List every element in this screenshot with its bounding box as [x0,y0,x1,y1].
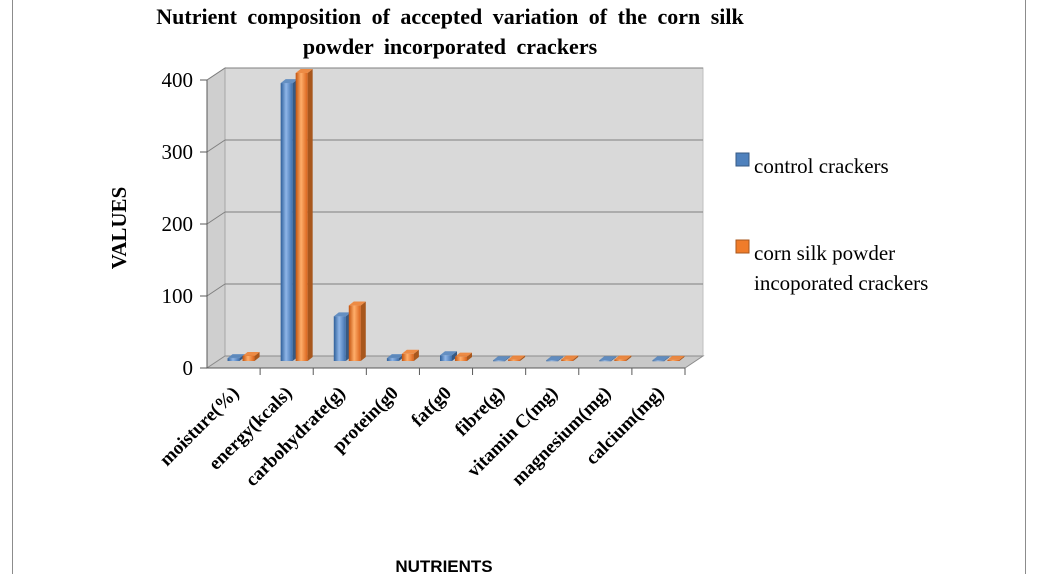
bar-side [558,356,564,361]
bar-corn-silk-8 [667,355,685,361]
bar-top [455,352,472,357]
bar-front [280,83,293,361]
y-tick-label: 300 [162,140,194,164]
gridline-side [206,67,226,81]
bar-top [508,355,526,360]
x-category-label: fat(g0 [407,383,455,431]
bar-side [520,355,526,361]
bar-front [348,305,361,361]
bar-top [667,355,685,360]
bar-corn-silk-5 [508,355,526,361]
bar-side [360,301,366,361]
bar-top [440,351,457,356]
bar-corn-silk-2 [348,301,366,361]
bar-side [452,351,457,361]
bar-side [254,351,260,361]
bar-front [386,358,399,361]
bar-front [493,360,506,362]
bar-top [652,356,670,361]
bar-control-6 [546,356,564,362]
bar-control-5 [493,356,511,362]
chart-title: Nutrient composition of accepted variati… [70,2,830,62]
bar-front [401,353,414,361]
x-axis-label: NUTRIENTS [395,557,492,576]
legend-swatch-0 [735,152,750,167]
bar-top [242,351,260,356]
bar-control-8 [652,356,670,362]
y-tick-label: 400 [162,68,194,92]
gridline-side [206,139,226,153]
bar-front [652,360,665,362]
bar-control-4 [440,351,457,361]
bar-front [667,359,680,361]
bar-front [614,359,627,361]
chart-title-line-1: Nutrient composition of accepted variati… [156,4,744,29]
bar-top [546,356,564,361]
chart-frame [12,0,1026,574]
gridline-side [206,283,226,297]
bar-front [561,359,574,361]
bar-corn-silk-0 [242,351,260,361]
y-axis-ticks: 0 100 200 300 400 [162,68,208,380]
bar-corn-silk-6 [561,355,579,361]
bar-side [467,352,472,361]
bar-corn-silk-4 [455,352,472,361]
bar-top [493,356,511,361]
bar-front [242,355,255,361]
bar-control-1 [280,79,298,361]
y-tick-label: 0 [183,356,194,380]
bar-top [386,354,404,359]
legend-swatch-1 [735,239,750,254]
gridline-side [206,211,226,225]
bar-top [227,354,245,359]
bar-control-2 [333,312,351,361]
bar-side [413,349,419,361]
bar-front [455,356,467,361]
bar-front [440,355,452,361]
bar-top [280,79,298,84]
bar-side [626,355,632,361]
bar-top [614,355,632,360]
legend-entry-0-line-0: control crackers [754,154,889,178]
bar-front [333,316,346,361]
bar-front [295,73,308,361]
bar-front [599,360,612,362]
bar-control-7 [599,356,617,362]
x-axis-categories: moisture(%)energy(kcals)carbohydrate(g)p… [156,367,686,491]
legend-entry-1-line-0: corn silk powder [754,241,895,265]
bar-top [599,356,617,361]
y-axis-label: VALUES [107,187,131,269]
legend-entry-1-line-1: incoporated crackers [754,271,928,295]
bar-side [307,69,313,361]
y-tick-label: 100 [162,284,194,308]
bars [227,69,685,362]
bar-top [348,301,366,306]
chart-title-line-2: powder incorporated crackers [302,34,598,59]
bar-corn-silk-1 [295,69,313,361]
bar-side [679,355,685,361]
bar-top [401,349,419,354]
bar-front [508,359,521,361]
bar-side [664,356,670,361]
bar-side [611,356,617,361]
bar-side [505,356,511,361]
bar-top [561,355,579,360]
bar-top [295,69,313,73]
bar-side [573,355,579,361]
y-tick-label: 200 [162,212,194,236]
bar-front [227,358,240,361]
bar-corn-silk-3 [401,349,419,361]
bar-top [333,312,351,317]
bar-front [546,360,559,362]
bar-corn-silk-7 [614,355,632,361]
legend: control crackers corn silk powder incopora… [735,152,928,295]
